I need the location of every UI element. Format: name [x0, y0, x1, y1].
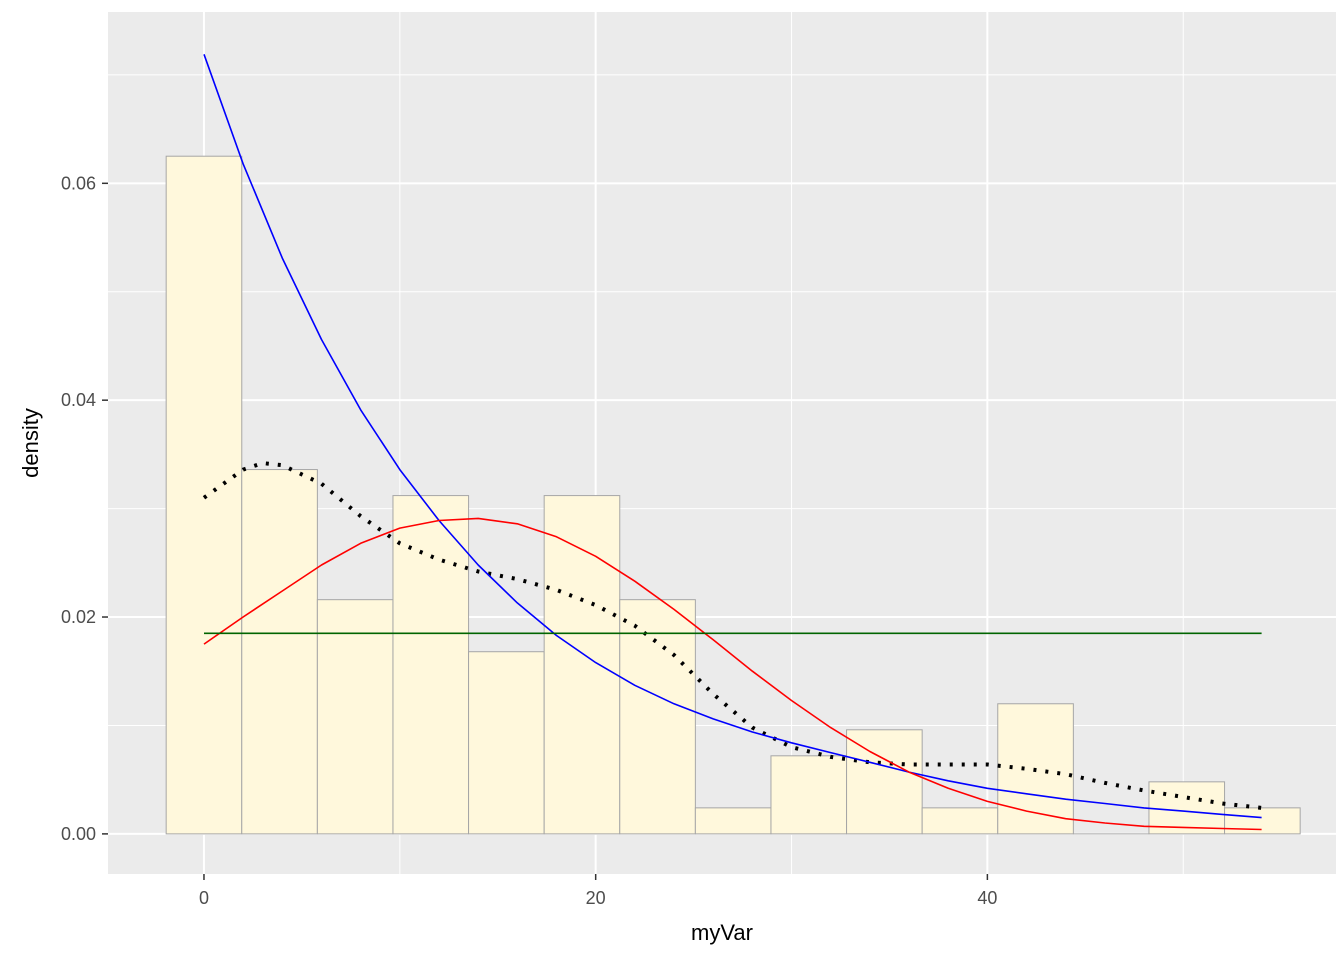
- x-tick-label: 0: [199, 888, 209, 908]
- x-tick-label: 20: [586, 888, 606, 908]
- histogram-bar: [694, 807, 772, 835]
- density-curves: [202, 54, 1262, 831]
- histogram-bar: [392, 495, 470, 835]
- histogram-bar: [846, 729, 923, 835]
- density-curve-3: [203, 517, 1262, 831]
- x-axis-title: myVar: [691, 920, 753, 945]
- x-tick-label: 40: [977, 888, 997, 908]
- density-curve-2: [203, 54, 1262, 819]
- histogram-bar: [165, 155, 243, 835]
- y-tick-label: 0.04: [61, 390, 96, 410]
- histogram-bars: [165, 155, 1301, 835]
- y-axis-title: density: [18, 408, 43, 478]
- axis-ticks: [102, 182, 989, 880]
- histogram-bar: [921, 807, 999, 835]
- y-tick-label: 0.00: [61, 824, 96, 844]
- y-tick-label: 0.06: [61, 173, 96, 193]
- histogram-bar: [241, 469, 318, 835]
- y-tick-label: 0.02: [61, 607, 96, 627]
- histogram-bar: [1148, 781, 1226, 835]
- histogram-bar: [770, 755, 848, 835]
- histogram-bar: [619, 599, 696, 835]
- histogram-bar: [316, 599, 394, 835]
- histogram-bar: [468, 651, 545, 835]
- histogram-bar: [543, 495, 621, 835]
- histogram-bar: [1224, 807, 1301, 835]
- tick-labels: 0 20 40 0.00 0.02 0.04 0.06: [61, 173, 997, 908]
